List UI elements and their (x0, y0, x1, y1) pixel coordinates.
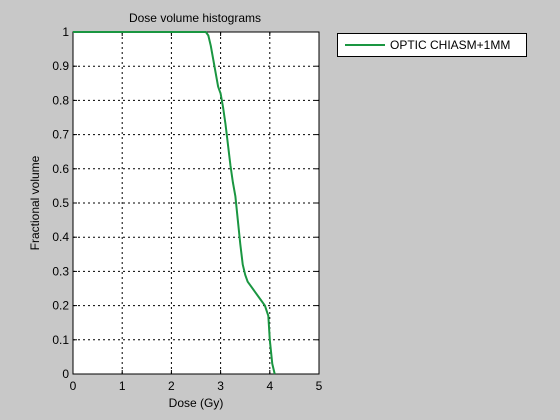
x-tick-label: 2 (168, 379, 175, 393)
legend-entry-label: OPTIC CHIASM+1MM (390, 38, 511, 52)
y-tick-label: 0.8 (52, 93, 69, 107)
legend-line-swatch (345, 44, 385, 46)
y-tick-label: 0.5 (52, 196, 69, 210)
x-tick-label: 1 (119, 379, 126, 393)
y-axis-label: Fractional volume (28, 155, 42, 250)
y-tick-label: 1 (62, 25, 69, 39)
y-tick-label: 0.6 (52, 162, 69, 176)
y-tick-label: 0.3 (52, 264, 69, 278)
y-tick-label: 0.7 (52, 128, 69, 142)
y-tick-label: 0 (62, 367, 69, 381)
x-axis-label: Dose (Gy) (169, 396, 224, 410)
x-tick-label: 4 (266, 379, 273, 393)
series-layer (73, 31, 276, 375)
y-tick-label: 0.9 (52, 59, 69, 73)
y-tick-label: 0.1 (52, 333, 69, 347)
x-tick-label: 5 (316, 379, 323, 393)
y-tick-label: 0.2 (52, 299, 69, 313)
legend-box: OPTIC CHIASM+1MM (337, 33, 527, 57)
grid-lines (73, 32, 319, 374)
x-tick-label: 0 (70, 379, 77, 393)
x-tick-label: 3 (217, 379, 224, 393)
series-line-optic-chiasm (73, 31, 276, 375)
y-tick-label: 0.4 (52, 230, 69, 244)
axis-ticks: 0 1 2 3 4 5 0 0.1 0.2 0.3 0.4 0.5 0.6 0.7 0.8 0.9 1 (52, 25, 322, 393)
chart-title: Dose volume histograms (129, 11, 261, 25)
